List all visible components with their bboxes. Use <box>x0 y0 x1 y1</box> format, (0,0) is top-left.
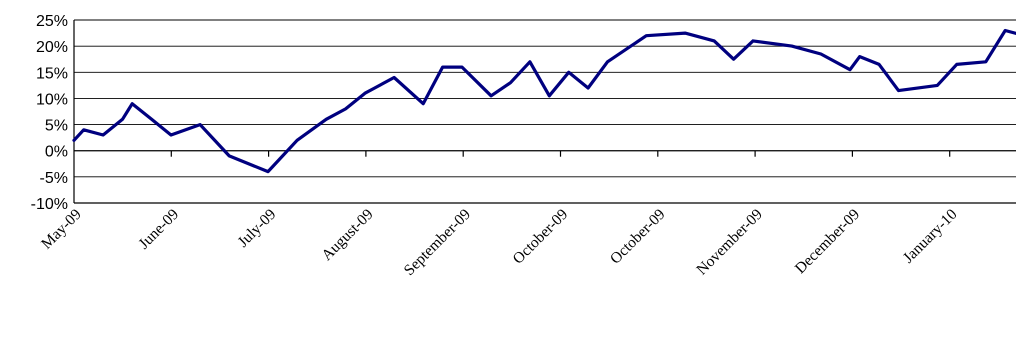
x-tick-label: September-09 <box>401 206 474 279</box>
x-tick-label: December-09 <box>792 206 864 278</box>
plot-area: 25%20%15%10%5%0%-5%-10%May-09 June-09 July… <box>31 13 1016 279</box>
x-tick-label: October-09 <box>607 206 669 268</box>
y-tick-label: 20% <box>36 39 68 56</box>
y-tick-label: 25% <box>36 13 68 30</box>
y-tick-label: -5% <box>40 170 68 187</box>
y-tick-label: 15% <box>36 65 68 82</box>
y-tick-label: 10% <box>36 91 68 108</box>
y-tick-label: 5% <box>45 118 68 135</box>
x-tick-label: October-09 <box>510 206 572 268</box>
y-tick-label: -10% <box>31 196 68 213</box>
x-tick-label: November-09 <box>693 206 766 279</box>
series-line <box>72 28 1016 174</box>
x-tick-label: June-09 <box>135 206 182 253</box>
x-tick-label: July-09 <box>235 206 280 251</box>
y-tick-label: 0% <box>45 144 68 161</box>
x-tick-label: August-09 <box>318 206 376 264</box>
x-tick-label: January-10 <box>900 206 961 267</box>
